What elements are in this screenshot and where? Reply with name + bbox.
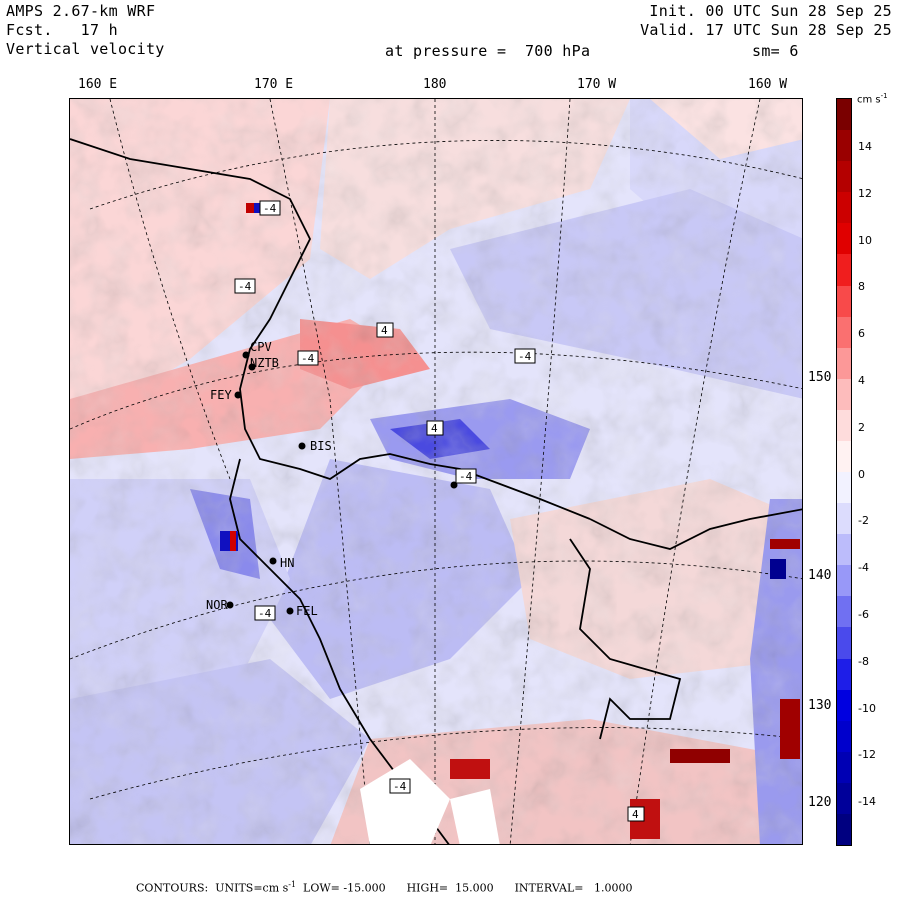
svg-text:-4: -4 <box>258 607 272 620</box>
colorbar-swatch <box>837 254 851 286</box>
colorbar-label: 6 <box>858 327 865 341</box>
colorbar-label: -12 <box>858 748 876 762</box>
valid-time: Valid. 17 UTC Sun 28 Sep 25 <box>640 21 892 39</box>
lon-label-170w: 170 W <box>577 77 617 92</box>
map-canvas: CPV NZTB FEY BIS HN FEL NOR -4 -4 4 -4 4… <box>70 99 802 844</box>
colorbar-label: 10 <box>858 233 872 247</box>
colorbar-swatch <box>837 130 851 162</box>
header-right: Init. 00 UTC Sun 28 Sep 25 Valid. 17 UTC… <box>640 2 892 40</box>
colorbar-label: -2 <box>858 514 869 528</box>
colorbar-swatch <box>837 565 851 597</box>
colorbar-swatch <box>837 751 851 784</box>
colorbar-swatch <box>837 472 851 504</box>
colorbar-swatch <box>837 409 851 442</box>
contour-labels: -4 -4 4 -4 4 -4 -4 -4 -4 4 <box>234 200 645 822</box>
colorbar-label: -8 <box>858 654 869 668</box>
colorbar-swatch <box>837 782 851 815</box>
svg-text:4: 4 <box>632 808 639 821</box>
strong-features <box>220 203 800 839</box>
colorbar-label: -6 <box>858 608 869 621</box>
colorbar-label: -14 <box>858 795 876 809</box>
lon-label-170e: 170 E <box>254 77 294 92</box>
forecast-hour: Fcst. 17 h <box>6 21 118 39</box>
colorbar-label: 2 <box>858 420 865 434</box>
colorbar-unit: cm s-1 <box>857 92 888 106</box>
init-time: Init. 00 UTC Sun 28 Sep 25 <box>649 2 892 20</box>
colorbar-label: 4 <box>858 374 865 387</box>
colorbar-label: 8 <box>858 280 865 294</box>
stations <box>226 351 458 615</box>
missing-region <box>360 759 450 844</box>
svg-text:-4: -4 <box>393 780 407 793</box>
station-bis: BIS <box>310 439 332 453</box>
pressure-level: at pressure = 700 hPa <box>385 42 591 60</box>
header-left: AMPS 2.67-km WRF Fcst. 17 h Vertical vel… <box>6 2 165 59</box>
colorbar-swatch <box>837 378 851 411</box>
svg-text:4: 4 <box>381 324 388 337</box>
colorbar-swatch <box>837 347 851 380</box>
colorbar-swatch <box>837 223 851 255</box>
colorbar-swatch <box>837 192 851 224</box>
colorbar-swatch <box>837 534 851 566</box>
colorbar-swatch <box>837 99 851 131</box>
svg-text:-4: -4 <box>301 352 315 365</box>
colorbar-swatch <box>837 689 851 722</box>
colorbar-swatch <box>837 440 851 473</box>
station-fel: FEL <box>296 604 318 618</box>
colorbar <box>836 98 852 846</box>
lon-label-180: 180 <box>423 77 447 92</box>
svg-text:-4: -4 <box>459 470 473 483</box>
smoothing-value: sm= 6 <box>752 42 799 60</box>
model-title: AMPS 2.67-km WRF <box>6 2 156 20</box>
vertical-velocity-map[interactable]: CPV NZTB FEY BIS HN FEL NOR -4 -4 4 -4 4… <box>69 98 803 845</box>
lon-label-160e: 160 E <box>78 77 118 92</box>
colorbar-swatch <box>837 161 851 193</box>
map-texture <box>70 99 802 844</box>
svg-text:4: 4 <box>431 422 438 435</box>
station-hn: HN <box>280 556 294 570</box>
colorbar-label: 14 <box>858 140 872 153</box>
colorbar-label: -10 <box>858 701 876 715</box>
svg-text:-4: -4 <box>518 350 532 363</box>
station-cpv: CPV <box>250 340 272 354</box>
colorbar-swatch <box>837 720 851 753</box>
station-nor: NOR <box>206 598 228 612</box>
station-labels: CPV NZTB FEY BIS HN FEL NOR <box>206 340 332 618</box>
colorbar-swatch <box>837 813 851 846</box>
colorbar-swatch <box>837 316 851 349</box>
colorbar-swatch <box>837 596 851 628</box>
colorbar-label: 0 <box>858 467 865 481</box>
station-nztb: NZTB <box>250 356 279 370</box>
colorbar-swatch <box>837 627 851 659</box>
footer-contours: CONTOURS: UNITS=cm s-1 LOW= -15.000 HIGH… <box>136 880 633 895</box>
lon-label-160w: 160 W <box>748 77 788 92</box>
colorbar-swatch <box>837 503 851 535</box>
colorbar-label: 12 <box>858 186 872 200</box>
svg-text:-4: -4 <box>263 202 277 215</box>
variable-name: Vertical velocity <box>6 40 165 58</box>
svg-text:-4: -4 <box>238 280 252 293</box>
graticule <box>70 99 802 844</box>
colorbar-label: -4 <box>858 561 869 575</box>
station-fey: FEY <box>210 388 232 402</box>
colorbar-swatch <box>837 658 851 691</box>
colorbar-swatch <box>837 285 851 318</box>
